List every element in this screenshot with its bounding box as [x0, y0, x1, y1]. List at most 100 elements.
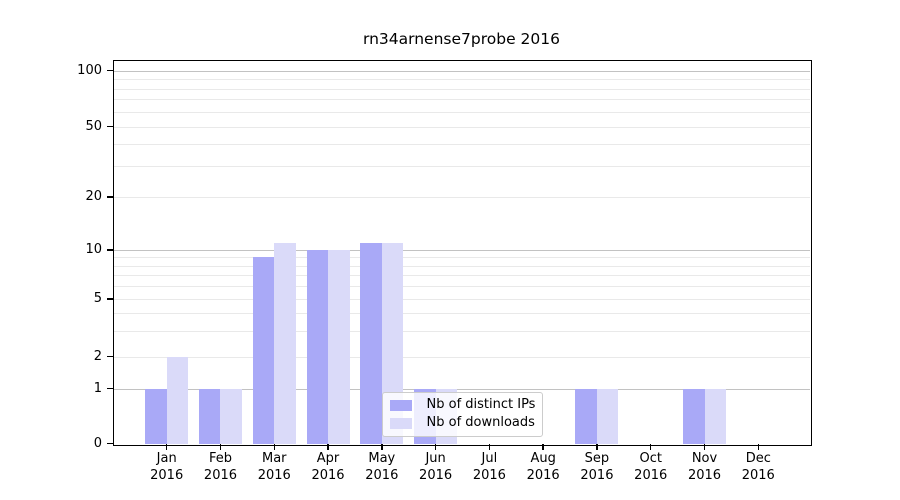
- legend-item-downloads: Nb of downloads: [389, 416, 542, 430]
- x-tick-9: [650, 444, 652, 450]
- x-tick-label-year: 2016: [150, 467, 184, 483]
- x-tick-8: [596, 444, 598, 450]
- x-tick-label-year: 2016: [472, 467, 506, 483]
- x-tick-label-10: Nov 2016: [670, 451, 740, 484]
- y-tick-label-20: 20: [85, 189, 102, 204]
- x-tick-6: [488, 444, 491, 450]
- y-tick-100: [106, 69, 114, 72]
- bar-distinct-ips: [360, 242, 382, 444]
- x-tick-label-11: Dec 2016: [723, 451, 793, 484]
- x-tick-label-year: 2016: [634, 467, 668, 483]
- y-tick-2: [106, 355, 114, 358]
- y-tick-10: [106, 249, 114, 251]
- bar-distinct-ips: [683, 388, 705, 444]
- y-tick-label-1: 1: [93, 380, 102, 396]
- gridline-minor-5: [114, 299, 810, 300]
- x-tick-label-month: Jul: [481, 451, 498, 466]
- x-tick-label-year: 2016: [687, 467, 722, 483]
- x-tick-label-month: May: [368, 451, 396, 466]
- x-tick-label-month: Oct: [639, 451, 662, 466]
- x-tick-label-year: 2016: [419, 467, 453, 483]
- chart-title: rn34arnense7probe 2016: [362, 30, 560, 48]
- x-tick-label-month: Nov: [691, 451, 718, 466]
- x-tick-label-5: Jun 2016: [401, 451, 471, 484]
- x-tick-label-month: Apr: [316, 451, 340, 466]
- x-tick-label-month: Dec: [745, 451, 771, 466]
- x-tick-label-month: Jan: [156, 451, 177, 466]
- y-tick-50: [106, 125, 114, 128]
- x-tick-label-year: 2016: [741, 467, 775, 483]
- y-tick-label-10: 10: [85, 242, 102, 257]
- x-tick-label-year: 2016: [580, 467, 614, 483]
- gridline-minor-7: [114, 275, 810, 277]
- x-tick-label-3: Apr 2016: [293, 451, 363, 484]
- x-tick-label-month: Mar: [261, 451, 287, 466]
- gridline-major-1: [114, 388, 810, 390]
- legend-swatch-distinct-ips: [389, 399, 412, 411]
- legend-item-distinct-ips: Nb of distinct IPs: [389, 397, 542, 412]
- bar-distinct-ips: [198, 388, 221, 444]
- x-tick-label-7: Aug 2016: [508, 451, 578, 484]
- legend-swatch-downloads: [389, 417, 412, 429]
- x-tick-label-6: Jul 2016: [454, 451, 524, 484]
- gridline-minor-9: [114, 257, 810, 259]
- gridline-minor-30: [114, 165, 810, 167]
- gridline-minor-50: [114, 126, 810, 128]
- x-tick-label-month: Aug: [530, 451, 556, 466]
- y-tick-20: [106, 196, 114, 198]
- x-tick-label-year: 2016: [257, 467, 291, 483]
- bar-downloads: [166, 356, 189, 444]
- y-tick-label-50: 50: [85, 118, 102, 134]
- gridline-major-100: [114, 70, 810, 72]
- x-tick-label-month: Sep: [584, 451, 610, 466]
- x-tick-3: [327, 444, 329, 450]
- gridline-minor-40: [114, 143, 810, 145]
- legend: Nb of distinct IPs Nb of downloads: [381, 391, 543, 437]
- legend-label-distinct-ips: Nb of distinct IPs: [426, 397, 536, 412]
- bar-downloads: [274, 242, 296, 444]
- gridline-minor-4: [114, 313, 810, 314]
- bar-distinct-ips: [145, 388, 167, 444]
- x-tick-11: [757, 444, 759, 450]
- x-tick-label-2: Mar 2016: [239, 451, 309, 484]
- x-tick-label-month: Jun: [425, 451, 446, 466]
- x-tick-5: [434, 444, 437, 450]
- gridline-minor-20: [114, 197, 810, 198]
- bar-distinct-ips: [575, 388, 597, 444]
- x-tick-2: [273, 444, 275, 450]
- plot-area: [114, 61, 810, 444]
- x-tick-label-8: Sep 2016: [562, 451, 632, 484]
- gridline-minor-3: [114, 331, 810, 333]
- bar-downloads: [704, 388, 726, 444]
- x-tick-label-year: 2016: [526, 467, 560, 483]
- gridline-minor-8: [114, 265, 810, 267]
- y-tick-0: [106, 443, 114, 445]
- x-tick-10: [703, 444, 706, 450]
- gridline-major-10: [114, 250, 810, 251]
- y-tick-label-0: 0: [93, 435, 102, 451]
- x-tick-label-9: Oct 2016: [616, 451, 686, 484]
- x-tick-1: [219, 444, 222, 450]
- y-tick-5: [106, 298, 114, 300]
- y-tick-1: [106, 388, 114, 390]
- x-tick-label-0: Jan 2016: [132, 451, 202, 484]
- bar-downloads: [220, 388, 242, 444]
- y-tick-label-5: 5: [93, 291, 102, 306]
- x-tick-label-year: 2016: [365, 467, 399, 483]
- bar-downloads: [328, 250, 350, 444]
- x-tick-label-4: May 2016: [347, 451, 417, 484]
- x-tick-4: [381, 444, 383, 450]
- gridline-minor-70: [114, 99, 810, 101]
- gridline-minor-6: [114, 286, 810, 288]
- x-tick-label-year: 2016: [203, 467, 238, 483]
- x-tick-0: [166, 444, 168, 450]
- y-tick-label-2: 2: [93, 348, 102, 364]
- x-tick-label-month: Feb: [208, 451, 232, 466]
- x-tick-label-1: Feb 2016: [185, 451, 255, 484]
- gridline-minor-90: [114, 79, 810, 80]
- bar-distinct-ips: [306, 250, 329, 444]
- gridline-minor-80: [114, 88, 810, 90]
- x-tick-label-year: 2016: [311, 467, 345, 483]
- y-tick-label-100: 100: [77, 62, 102, 78]
